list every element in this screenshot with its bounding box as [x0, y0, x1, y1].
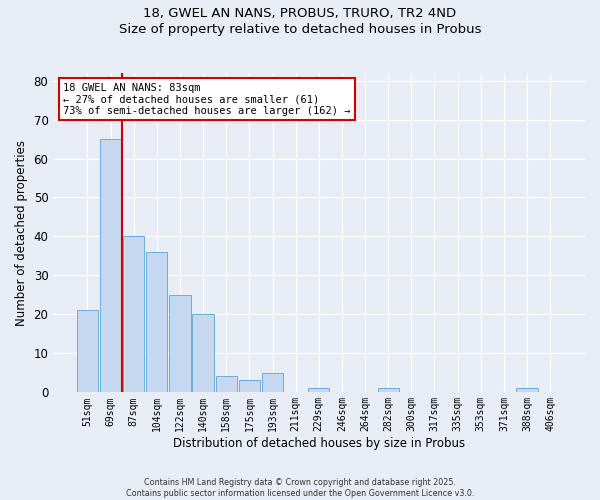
X-axis label: Distribution of detached houses by size in Probus: Distribution of detached houses by size … — [173, 437, 465, 450]
Bar — [215, 376, 237, 392]
Text: 18, GWEL AN NANS, PROBUS, TRURO, TR2 4ND
Size of property relative to detached h: 18, GWEL AN NANS, PROBUS, TRURO, TR2 4ND… — [119, 8, 481, 36]
Y-axis label: Number of detached properties: Number of detached properties — [15, 140, 28, 326]
Bar — [239, 380, 260, 392]
Bar — [377, 388, 399, 392]
Bar — [146, 252, 167, 392]
Bar — [169, 295, 191, 392]
Bar — [308, 388, 329, 392]
Bar — [77, 310, 98, 392]
Bar — [193, 314, 214, 392]
Bar — [100, 139, 121, 392]
Text: Contains HM Land Registry data © Crown copyright and database right 2025.
Contai: Contains HM Land Registry data © Crown c… — [126, 478, 474, 498]
Bar — [517, 388, 538, 392]
Bar — [123, 236, 145, 392]
Text: 18 GWEL AN NANS: 83sqm
← 27% of detached houses are smaller (61)
73% of semi-det: 18 GWEL AN NANS: 83sqm ← 27% of detached… — [63, 82, 351, 116]
Bar — [262, 372, 283, 392]
